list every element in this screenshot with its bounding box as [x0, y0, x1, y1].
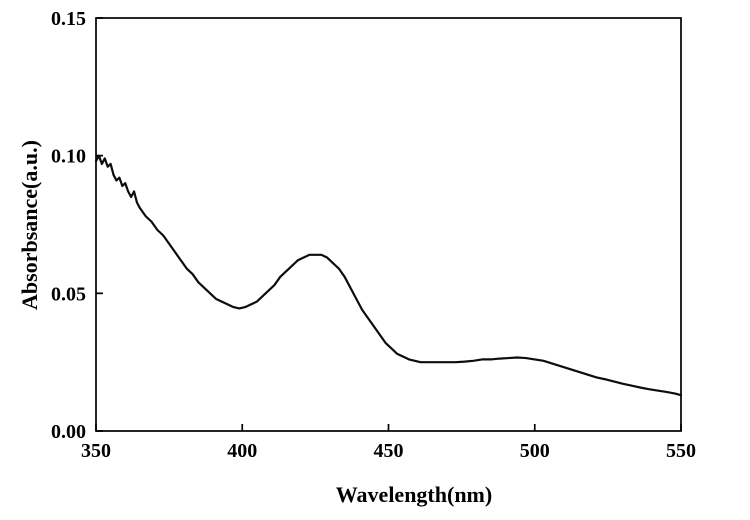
x-tick-label: 400: [227, 440, 257, 462]
series-absorbance-spectrum: [94, 154, 683, 397]
y-tick-label: 0.10: [51, 146, 86, 168]
x-tick-label: 500: [520, 440, 550, 462]
y-tick-label: 0.05: [51, 283, 86, 305]
x-tick-label: 450: [374, 440, 404, 462]
x-tick-label: 550: [666, 440, 696, 462]
y-tick-label: 0.15: [51, 8, 86, 30]
x-tick-label: 350: [81, 440, 111, 462]
y-tick-label: 0.00: [51, 421, 86, 443]
plot-frame: [95, 17, 682, 432]
x-axis-title: Wavelength(nm): [335, 482, 493, 507]
y-axis-title: Absorbsance(a.u.): [17, 140, 42, 310]
